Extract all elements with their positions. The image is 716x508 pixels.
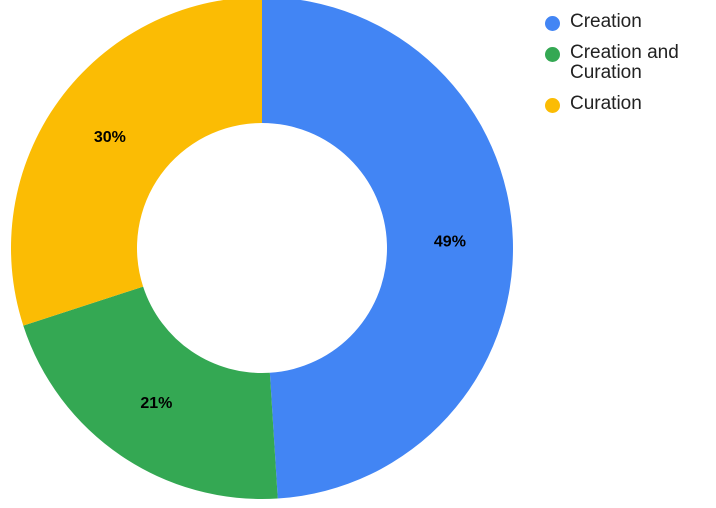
slice-label-curation: 30%	[94, 129, 126, 146]
slice-label-creation-and-curation: 21%	[140, 395, 172, 412]
legend-label-creation: Creation	[570, 11, 642, 32]
legend-swatch-creation	[545, 16, 560, 31]
legend-swatch-creation-and-curation	[545, 47, 560, 62]
legend-item-creation[interactable]: Creation	[545, 12, 716, 32]
slice-creation-and-curation[interactable]	[23, 286, 278, 499]
slice-creation[interactable]	[262, 0, 514, 499]
legend-item-creation-and-curation[interactable]: Creation and Curation	[545, 43, 716, 83]
slice-curation[interactable]	[11, 0, 262, 326]
chart-legend: Creation Creation and Curation Curation	[545, 12, 716, 125]
legend-item-curation[interactable]: Curation	[545, 94, 716, 114]
slice-label-creation: 49%	[434, 234, 466, 251]
legend-label-curation: Curation	[570, 93, 642, 114]
legend-label-creation-and-curation: Creation and Curation	[570, 42, 679, 83]
legend-swatch-curation	[545, 98, 560, 113]
